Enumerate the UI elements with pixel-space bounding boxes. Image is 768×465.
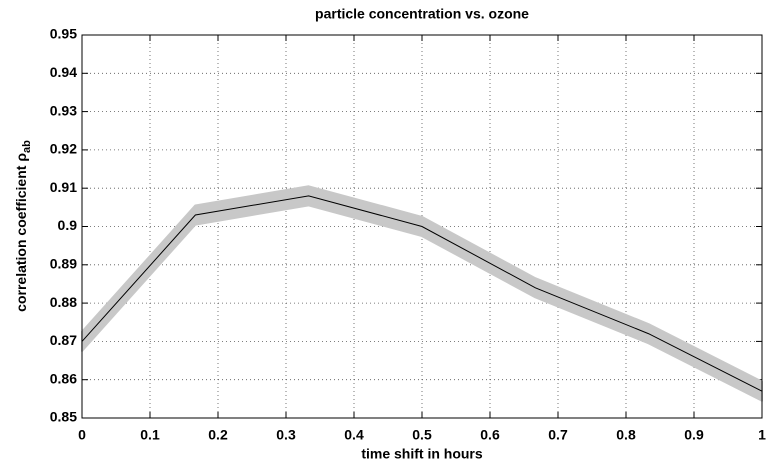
x-tick-label: 0.1 [140, 427, 160, 443]
y-tick-label: 0.94 [50, 64, 77, 80]
y-tick-label: 0.93 [50, 102, 77, 118]
y-axis-label: correlation coefficient ρab [13, 140, 33, 312]
line [81, 195, 763, 392]
x-tick-label: 1 [758, 427, 766, 443]
x-tick-label: 0.2 [208, 427, 228, 443]
x-tick-label: 0.8 [616, 427, 636, 443]
y-tick-label: 0.9 [58, 217, 78, 233]
y-tick-label: 0.89 [50, 256, 77, 272]
x-tick-label: 0.7 [548, 427, 568, 443]
x-tick-label: 0.5 [412, 427, 432, 443]
y-tick-label: 0.87 [50, 332, 77, 348]
y-tick-label: 0.91 [50, 179, 77, 195]
y-tick-label: 0.92 [50, 141, 77, 157]
x-tick-label: 0.3 [276, 427, 296, 443]
y-tick-label: 0.86 [50, 370, 77, 386]
y-tick-label: 0.85 [50, 409, 77, 425]
x-tick-label: 0 [78, 427, 86, 443]
plot-frame [81, 34, 763, 419]
x-tick-label: 0.6 [480, 427, 500, 443]
chart-title: particle concentration vs. ozone [315, 6, 529, 22]
x-tick-label: 0.9 [684, 427, 704, 443]
y-tick-label: 0.95 [50, 26, 77, 42]
x-axis-label: time shift in hours [361, 446, 483, 462]
y-axis-label-main: correlation coefficient ρ [13, 153, 29, 312]
error-band [81, 185, 763, 402]
y-axis-label-subscript: ab [21, 140, 33, 153]
x-tick-label: 0.4 [344, 427, 364, 443]
y-tick-label: 0.88 [50, 294, 77, 310]
